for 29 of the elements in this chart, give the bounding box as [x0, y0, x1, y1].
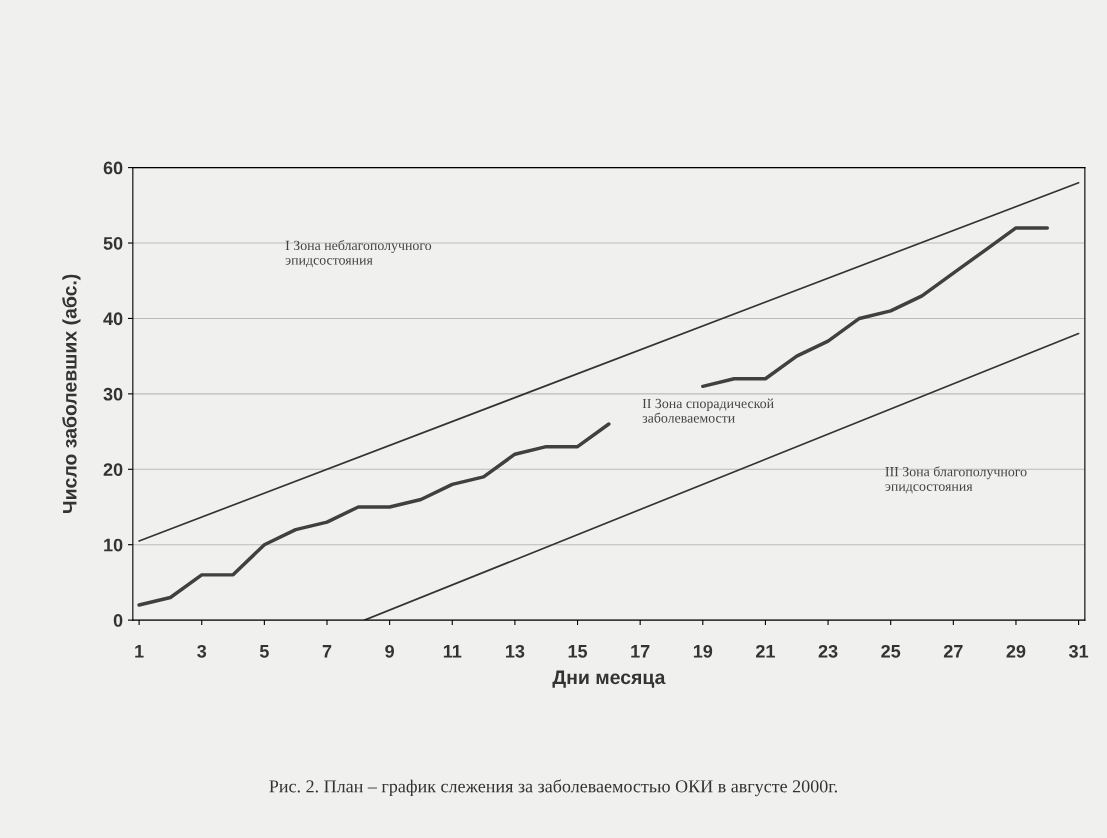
y-axis-title: Число заболевших (абс.) — [62, 274, 81, 513]
y-tick-label: 50 — [103, 236, 123, 250]
x-tick-label: 9 — [385, 644, 394, 658]
y-tick-label: 30 — [103, 387, 123, 401]
x-tick-label: 27 — [943, 644, 963, 658]
x-tick-label: 23 — [818, 644, 838, 658]
x-tick-label: 5 — [259, 645, 269, 658]
x-tick-label: 13 — [506, 644, 525, 658]
x-tick-label: 31 — [1068, 644, 1089, 658]
annotation: I Зона неблагополучного эпидсостояния — [285, 240, 432, 268]
x-tick-label: 3 — [197, 644, 207, 658]
x-tick-label: 19 — [693, 644, 713, 658]
x-tick-label: 7 — [322, 645, 332, 658]
y-tick-label: 10 — [104, 538, 123, 552]
x-tick-label: 25 — [881, 644, 901, 658]
y-tick-label: 40 — [103, 312, 123, 326]
annotation: II Зона спорадической заболеваемости — [642, 398, 774, 423]
x-tick-label: 11 — [443, 645, 462, 658]
x-tick-label: 29 — [1006, 644, 1026, 658]
x-tick-label: 21 — [756, 644, 775, 658]
annotation: III Зона благополучного эпидсостояния — [885, 466, 1027, 494]
x-axis-title: Дни месяца — [552, 670, 666, 688]
y-tick-label: 0 — [113, 614, 123, 627]
x-tick-label: 1 — [135, 645, 144, 658]
text: Рис. 2. План – график слежения за заболеваемостью ОКИ в августе 2000г. — [269, 779, 837, 797]
y-tick-label: 20 — [103, 463, 123, 476]
x-tick-label: 17 — [631, 645, 650, 658]
y-tick-label: 60 — [103, 161, 123, 175]
x-tick-label: 15 — [568, 645, 588, 658]
